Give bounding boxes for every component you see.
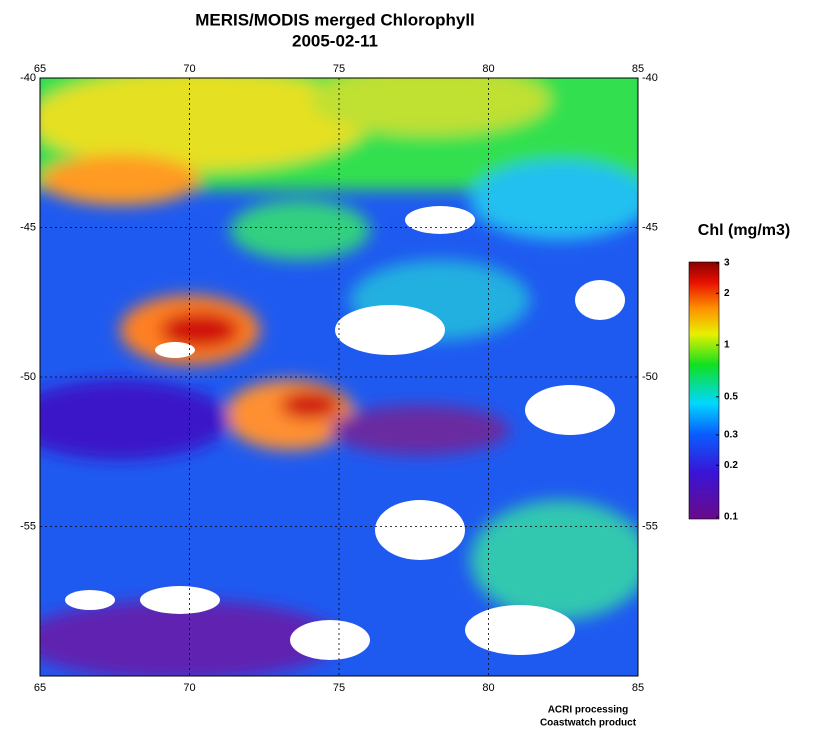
colorbar-tick-label: 1 [724, 340, 730, 351]
x-tick-label: 75 [333, 63, 345, 75]
x-tick-label: 65 [34, 63, 46, 75]
y-tick-label: -55 [20, 520, 36, 532]
x-tick-label: 70 [183, 63, 195, 75]
x-tick-label: 70 [183, 682, 195, 694]
x-tick-label: 80 [482, 63, 494, 75]
credit: Coastwatch product [540, 718, 637, 729]
y-tick-label: -50 [20, 371, 36, 383]
colorbar-tick-label: 3 [724, 258, 730, 269]
colorbar-tick-label: 2 [724, 288, 730, 299]
colorbar-title: Chl (mg/m3) [698, 222, 790, 239]
colorbar-tick-label: 0.2 [724, 460, 738, 471]
credit: ACRI processing [548, 705, 629, 716]
x-tick-label: 85 [632, 63, 644, 75]
colorbar-tick-label: 0.1 [724, 512, 738, 523]
x-tick-label: 65 [34, 682, 46, 694]
y-tick-label: -50 [642, 371, 658, 383]
y-tick-label: -55 [642, 520, 658, 532]
chlorophyll-image [40, 78, 638, 676]
y-tick-label: -40 [20, 72, 36, 84]
title: MERIS/MODIS merged Chlorophyll [195, 10, 475, 29]
colorbar-tick-label: 0.3 [724, 430, 738, 441]
y-tick-label: -45 [20, 221, 36, 233]
colorbar [688, 261, 720, 520]
colorbar-tick-label: 0.5 [724, 391, 738, 402]
y-tick-label: -40 [642, 72, 658, 84]
y-tick-label: -45 [642, 221, 658, 233]
x-tick-label: 75 [333, 682, 345, 694]
x-tick-label: 85 [632, 682, 644, 694]
x-tick-label: 80 [482, 682, 494, 694]
subtitle: 2005-02-11 [292, 31, 378, 50]
